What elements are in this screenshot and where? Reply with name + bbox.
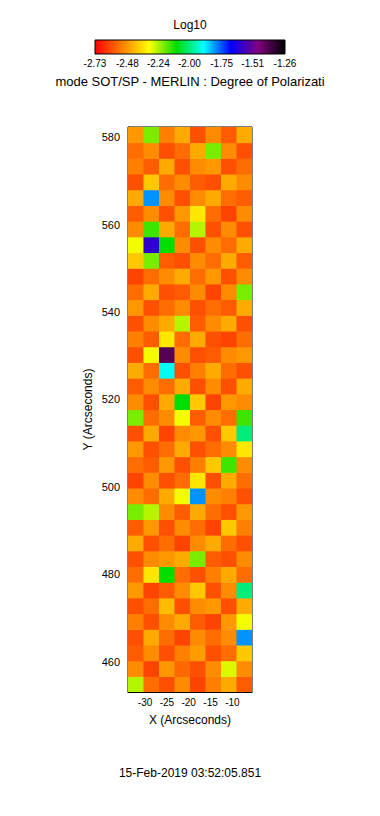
svg-text:X (Arcseconds): X (Arcseconds) bbox=[149, 713, 231, 727]
svg-text:Log10: Log10 bbox=[173, 18, 207, 32]
svg-text:480: 480 bbox=[102, 568, 120, 580]
svg-text:-2.00: -2.00 bbox=[178, 58, 201, 69]
svg-text:-20: -20 bbox=[181, 697, 196, 708]
svg-text:15-Feb-2019 03:52:05.851: 15-Feb-2019 03:52:05.851 bbox=[119, 766, 261, 780]
svg-text:-2.73: -2.73 bbox=[84, 58, 107, 69]
svg-text:-15: -15 bbox=[203, 697, 218, 708]
svg-text:-25: -25 bbox=[160, 697, 175, 708]
svg-text:-30: -30 bbox=[138, 697, 153, 708]
svg-text:-1.26: -1.26 bbox=[274, 58, 297, 69]
svg-text:460: 460 bbox=[102, 656, 120, 668]
svg-text:-1.51: -1.51 bbox=[241, 58, 264, 69]
svg-text:540: 540 bbox=[102, 306, 120, 318]
svg-text:Y (Arcseconds): Y (Arcseconds) bbox=[81, 369, 95, 451]
svg-text:-10: -10 bbox=[225, 697, 240, 708]
svg-text:-1.75: -1.75 bbox=[210, 58, 233, 69]
svg-text:-2.48: -2.48 bbox=[116, 58, 139, 69]
svg-text:580: 580 bbox=[102, 131, 120, 143]
svg-text:mode SOT/SP - MERLIN : Degree: mode SOT/SP - MERLIN : Degree of Polariz… bbox=[55, 74, 324, 89]
svg-text:560: 560 bbox=[102, 219, 120, 231]
svg-text:500: 500 bbox=[102, 481, 120, 493]
svg-text:-2.24: -2.24 bbox=[147, 58, 170, 69]
svg-text:520: 520 bbox=[102, 393, 120, 405]
